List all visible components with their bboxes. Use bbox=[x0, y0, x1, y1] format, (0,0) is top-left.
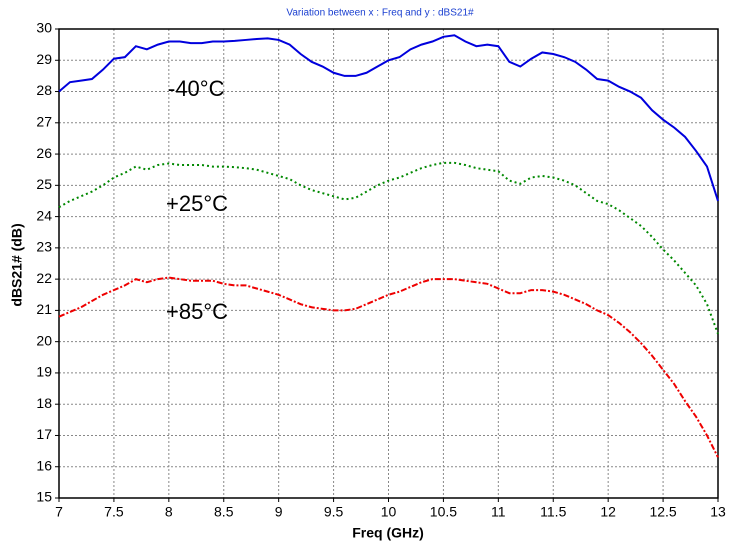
data-line bbox=[58, 161, 719, 335]
x-tick-label: 11.5 bbox=[540, 504, 566, 520]
y-tick-label: 16 bbox=[36, 457, 52, 473]
x-tick-label: 12 bbox=[600, 504, 616, 520]
y-tick-label: 28 bbox=[36, 82, 52, 98]
y-tick-label: 30 bbox=[36, 20, 52, 36]
y-tick-label: 19 bbox=[36, 364, 52, 380]
data-line bbox=[58, 276, 719, 458]
plot-frame bbox=[58, 28, 719, 499]
y-tick-label: 26 bbox=[36, 145, 52, 161]
x-tick-label: 9.5 bbox=[324, 504, 344, 520]
y-tick-label: 25 bbox=[36, 176, 52, 192]
chart-title: Variation between x : Freq and y : dBS21… bbox=[286, 8, 474, 19]
x-tick-label: 7 bbox=[55, 504, 63, 520]
x-tick-label: 8 bbox=[165, 504, 173, 520]
x-tick-label: 13 bbox=[710, 504, 726, 520]
y-tick-label: 29 bbox=[36, 51, 52, 67]
y-tick-label: 18 bbox=[36, 395, 52, 411]
y-tick-label: 21 bbox=[36, 301, 52, 317]
y-tick-label: 20 bbox=[36, 332, 52, 348]
annotation: -40°C bbox=[168, 76, 225, 101]
y-tick-label: 15 bbox=[36, 489, 52, 505]
y-tick-label: 27 bbox=[36, 114, 52, 130]
x-tick-label: 12.5 bbox=[649, 504, 676, 520]
x-tick-label: 10 bbox=[381, 504, 397, 520]
annotation: +25°C bbox=[166, 191, 228, 216]
x-tick-label: 7.5 bbox=[104, 504, 124, 520]
y-tick-label: 23 bbox=[36, 239, 52, 255]
y-tick-label: 22 bbox=[36, 270, 52, 286]
y-axis-label: dBS21# (dB) bbox=[9, 223, 25, 306]
y-tick-label: 24 bbox=[36, 207, 52, 223]
x-tick-label: 9 bbox=[275, 504, 283, 520]
x-tick-label: 8.5 bbox=[214, 504, 234, 520]
data-line bbox=[58, 34, 719, 202]
x-tick-label: 11 bbox=[491, 504, 506, 520]
x-tick-label: 10.5 bbox=[430, 504, 457, 520]
x-axis-label: Freq (GHz) bbox=[352, 525, 424, 541]
annotation: +85°C bbox=[166, 299, 228, 324]
y-tick-label: 17 bbox=[36, 426, 52, 442]
